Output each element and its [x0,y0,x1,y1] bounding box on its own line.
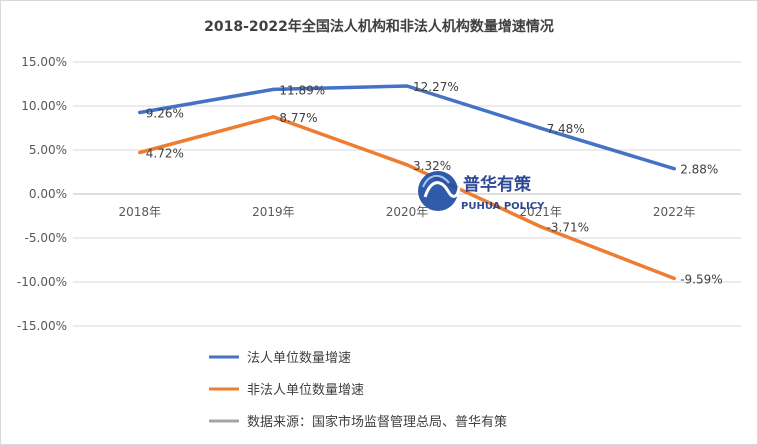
data-point [672,167,676,171]
data-label: 12.27% [413,80,459,94]
data-label: 7.48% [547,122,585,136]
data-point [271,115,275,119]
data-point [672,276,676,280]
puhua-policy-watermark: 普华有策 PUHUA POLICY [418,171,545,212]
data-label: 11.89% [279,83,325,97]
data-point [539,225,543,229]
x-tick-label: 2020年 [386,205,429,219]
watermark-name-en: PUHUA POLICY [461,201,545,212]
grid-layer [73,61,741,327]
data-labels: 9.26% 11.89% 12.27% 7.48% 2.88% 4.72% 8.77% 3.3… [146,80,723,286]
data-point [138,150,142,154]
data-label: 4.72% [146,146,184,160]
legend-item-data-source: 数据来源：国家市场监督管理总局、普华有策 [209,414,507,430]
data-label: 3.32% [413,159,451,173]
x-axis-tick-labels: 2018年 2019年 2020年 2021年 2022年 [119,205,696,219]
y-tick-label: 5.00% [29,143,67,157]
chart-title: 2018-2022年全国法人机构和非法人机构数量增速情况 [204,18,554,35]
y-tick-label: -15.00% [17,319,67,333]
data-point [539,126,543,130]
data-point [271,87,275,91]
y-tick-label: -5.00% [25,231,67,245]
series-line-legal-entities [138,84,676,171]
data-point [405,84,409,88]
y-tick-label: -10.00% [17,275,67,289]
data-label: -3.71% [547,221,589,235]
series-layer [138,84,676,281]
y-tick-label: 0.00% [29,187,67,201]
legend-label-data-source: 数据来源：国家市场监督管理总局、普华有策 [247,414,507,430]
series-line-non-legal-entities [138,115,676,281]
data-label: -9.59% [680,272,722,286]
legend: 法人单位数量增速 非法人单位数量增速 数据来源：国家市场监督管理总局、普华有策 [209,351,507,430]
y-axis-tick-labels: 15.00% 10.00% 5.00% 0.00% -5.00% -10.00% -15.0… [17,55,67,333]
data-label: 2.88% [680,163,718,177]
watermark-name-cn: 普华有策 [463,174,532,195]
x-tick-label: 2019年 [252,205,295,219]
x-tick-label: 2021年 [519,205,562,219]
x-tick-label: 2018年 [119,205,162,219]
legend-label-non-legal-entities: 非法人单位数量增速 [247,383,364,398]
data-point [138,111,142,115]
x-tick-label: 2022年 [653,205,696,219]
y-tick-label: 10.00% [21,99,67,113]
y-tick-label: 15.00% [21,55,67,69]
data-point [405,163,409,167]
legend-label-legal-entities: 法人单位数量增速 [247,351,351,366]
legend-item-legal-entities: 法人单位数量增速 [209,351,351,366]
data-label: 8.77% [279,111,317,125]
legend-item-non-legal-entities: 非法人单位数量增速 [209,383,364,398]
data-label: 9.26% [146,107,184,121]
